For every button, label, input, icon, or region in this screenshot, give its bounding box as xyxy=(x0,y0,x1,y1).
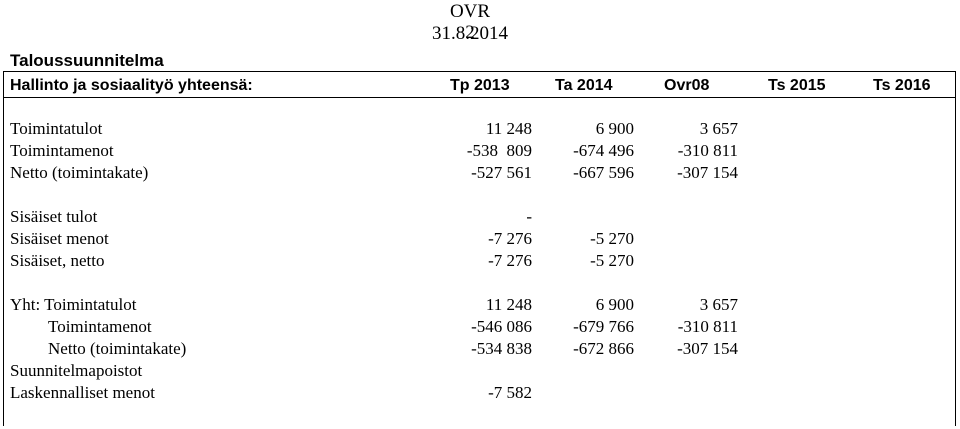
cell-tp2013: -534 838 xyxy=(471,339,532,358)
cell-ta2014: 6 900 xyxy=(595,295,634,314)
cell-ovr08: -310 811 xyxy=(677,141,738,160)
cell-tp2013: 11 248 xyxy=(485,119,532,138)
column-header-ts2016: Ts 2016 xyxy=(873,77,931,94)
row-label: Toimintamenot xyxy=(48,317,152,336)
page-number: 2 xyxy=(465,22,475,43)
row-label: Sisäiset, netto xyxy=(10,251,105,270)
cell-ovr08: -307 154 xyxy=(677,163,738,182)
cell-ovr08: 3 657 xyxy=(699,119,738,138)
cell-ta2014: -672 866 xyxy=(573,339,634,358)
row-label: Yht: Toimintatulot xyxy=(10,295,137,314)
row-label: Toimintatulot xyxy=(10,119,103,138)
cell-ta2014: -679 766 xyxy=(573,317,634,336)
cell-tp2013: 11 248 xyxy=(485,295,532,314)
cell-tp2013: -538 809 xyxy=(466,141,532,160)
row-label: Sisäiset tulot xyxy=(10,207,98,226)
row-label: Sisäiset menot xyxy=(10,229,109,248)
summary-label: Hallinto ja sosiaalityö yhteensä: xyxy=(10,77,253,94)
document-title: Taloussuunnitelma xyxy=(10,51,164,70)
cell-ovr08: 3 657 xyxy=(699,295,738,314)
budget-table: Hallinto ja sosiaalityö yhteensä: Tp 201… xyxy=(3,71,956,426)
row-label: Suunnitelmapoistot xyxy=(10,361,143,380)
cell-ta2014: 6 900 xyxy=(595,119,634,138)
cell-ta2014: -667 596 xyxy=(573,163,634,182)
column-header-ta2014: Ta 2014 xyxy=(555,77,613,94)
column-header-tp2013: Tp 2013 xyxy=(450,77,510,94)
cell-tp2013: - xyxy=(526,207,532,226)
cell-ta2014: -674 496 xyxy=(573,141,634,160)
cell-tp2013: -7 276 xyxy=(488,229,532,248)
table-header-row: Hallinto ja sosiaalityö yhteensä: Tp 201… xyxy=(4,72,955,98)
column-header-ts2015: Ts 2015 xyxy=(768,77,826,94)
cell-ovr08: -307 154 xyxy=(677,339,738,358)
cell-ta2014: -5 270 xyxy=(590,251,634,270)
cell-tp2013: -7 276 xyxy=(488,251,532,270)
cell-tp2013: -7 582 xyxy=(488,383,532,402)
row-label: Laskennalliset menot xyxy=(10,383,155,402)
cell-ta2014: -5 270 xyxy=(590,229,634,248)
row-label: Netto (toimintakate) xyxy=(48,339,187,358)
column-header-ovr08: Ovr08 xyxy=(664,77,710,94)
row-label: Toimintamenot xyxy=(10,141,114,160)
cell-ovr08: -310 811 xyxy=(677,317,738,336)
cell-tp2013: -546 086 xyxy=(471,317,532,336)
row-label: Netto (toimintakate) xyxy=(10,163,149,182)
header-date: OVR 31.8.2014 xyxy=(432,1,508,44)
cell-tp2013: -527 561 xyxy=(471,163,532,182)
